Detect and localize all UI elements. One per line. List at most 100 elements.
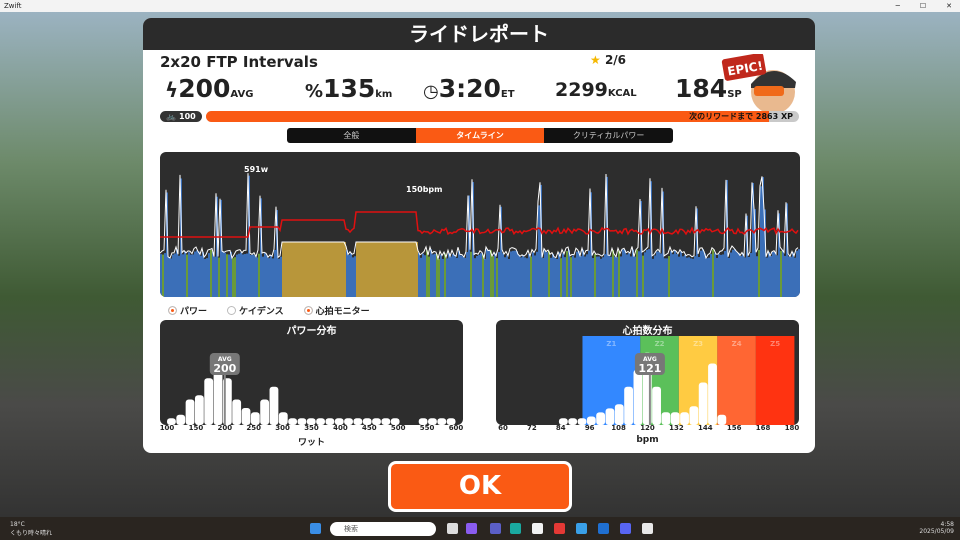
timeline-power-bar: [246, 253, 248, 297]
avg-value: 200: [213, 362, 236, 375]
timeline-power-bar: [176, 249, 178, 297]
timeline-power-bar: [440, 254, 442, 297]
timeline-power-bar: [204, 258, 206, 297]
timeline-power-bar: [186, 254, 188, 297]
timeline-power-bar: [312, 242, 314, 297]
app-icon-2[interactable]: [576, 523, 587, 534]
timeline-power-bar: [174, 253, 176, 297]
timeline-power-bar: [224, 252, 226, 297]
histogram-bar: [558, 418, 568, 425]
tab-overview[interactable]: 全般: [343, 131, 360, 140]
timeline-power-bar: [704, 253, 706, 297]
app-icon[interactable]: [554, 523, 565, 534]
timeline-power-bar: [298, 242, 300, 297]
maximize-button[interactable]: ☐: [919, 2, 927, 10]
timeline-power-bar: [346, 250, 348, 297]
axis-tick: 150: [188, 424, 204, 432]
histogram-bar: [661, 412, 671, 425]
timeline-power-bar: [754, 209, 756, 297]
axis-tick: 180: [784, 424, 800, 432]
close-button[interactable]: ✕: [946, 2, 952, 10]
ride-report-panel: ライドレポート 2x20 FTP Intervals ★ 2/6 ϟ200AVG…: [143, 18, 815, 453]
timeline-power-bar: [488, 250, 490, 297]
tab-timeline[interactable]: タイムライン: [415, 128, 545, 143]
star-rating: 2/6: [604, 53, 627, 67]
timeline-power-bar: [450, 256, 452, 297]
histogram-bar: [428, 418, 437, 425]
timeline-power-bar: [412, 242, 414, 297]
minimize-button[interactable]: ─: [895, 2, 900, 10]
timeline-power-bar: [216, 196, 218, 297]
ok-button[interactable]: OK: [388, 461, 572, 512]
timeline-power-bar: [712, 249, 714, 297]
tab-critical-power[interactable]: クリティカルパワー: [572, 131, 645, 140]
timeline-power-bar: [414, 242, 416, 297]
axis-tick: 96: [584, 424, 595, 432]
timeline-power-bar: [566, 251, 568, 297]
edge-icon[interactable]: [510, 523, 521, 534]
axis-tick: 400: [333, 424, 348, 432]
timeline-power-bar: [202, 252, 204, 297]
timeline-power-bar: [320, 242, 322, 297]
histogram-bar: [652, 386, 661, 425]
discord-icon[interactable]: [620, 523, 631, 534]
timeline-power-bar: [632, 249, 634, 297]
zwift-taskbar-icon[interactable]: [642, 523, 653, 534]
timeline-power-bar: [516, 251, 518, 297]
clock[interactable]: 4:58 2025/05/09: [919, 521, 954, 535]
timeline-power-bar: [458, 250, 460, 297]
outlook-icon[interactable]: [598, 523, 609, 534]
timeline-power-bar: [766, 257, 768, 297]
timeline-power-bar: [496, 258, 498, 297]
weather-widget[interactable]: 18°C くもり時々晴れ: [10, 521, 53, 537]
timeline-power-bar: [532, 252, 534, 297]
timeline-power-bar: [466, 252, 468, 297]
histogram-bar: [698, 382, 708, 425]
store-icon[interactable]: [532, 523, 543, 534]
timeline-power-bar: [372, 242, 374, 297]
timeline-power-bar: [674, 250, 676, 297]
timeline-power-bar: [788, 256, 790, 297]
timeline-power-bar: [720, 254, 722, 297]
timeline-power-bar: [612, 249, 614, 297]
copilot-icon[interactable]: [466, 523, 477, 534]
timeline-power-bar: [426, 250, 428, 297]
histogram-bar: [325, 418, 335, 425]
search-input[interactable]: 検索: [330, 522, 436, 536]
timeline-power-bar: [454, 255, 456, 297]
timeline-power-bar: [178, 255, 180, 297]
timeline-power-bar: [328, 242, 330, 297]
timeline-power-bar: [242, 254, 244, 297]
timeline-chart: 591w 150bpm: [160, 152, 800, 297]
timeline-power-bar: [220, 199, 222, 297]
legend-power[interactable]: パワー: [168, 304, 207, 317]
timeline-hr-line: [160, 211, 799, 238]
timeline-power-bar: [746, 215, 748, 297]
timeline-power-bar: [476, 255, 478, 297]
timeline-power-bar: [226, 254, 228, 297]
start-icon[interactable]: [310, 523, 321, 534]
timeline-power-bar: [394, 242, 396, 297]
zone-band: [755, 336, 795, 425]
timeline-power-bar: [728, 257, 730, 297]
histogram-bar: [278, 412, 288, 425]
timeline-power-bar: [548, 250, 550, 297]
teams-icon[interactable]: [490, 523, 501, 534]
taskview-icon[interactable]: [447, 523, 458, 534]
timeline-power-bar: [432, 254, 434, 297]
timeline-power-bar: [648, 249, 650, 297]
histogram-bar: [297, 418, 307, 425]
timeline-power-bar: [700, 250, 702, 297]
histogram-bar: [717, 414, 727, 425]
timeline-power-bar: [682, 256, 684, 297]
histogram-bar: [446, 418, 456, 425]
timeline-power-bar: [752, 182, 754, 297]
histogram-bar: [390, 418, 400, 425]
timeline-power-bar: [280, 256, 282, 297]
timeline-power-bar: [744, 257, 746, 297]
legend-heart-rate[interactable]: 心拍モニター: [303, 304, 370, 317]
timeline-power-bar: [518, 255, 520, 297]
timeline-power-bar: [502, 253, 504, 297]
timeline-power-bar: [642, 255, 644, 297]
legend-cadence[interactable]: ケイデンス: [227, 304, 284, 317]
